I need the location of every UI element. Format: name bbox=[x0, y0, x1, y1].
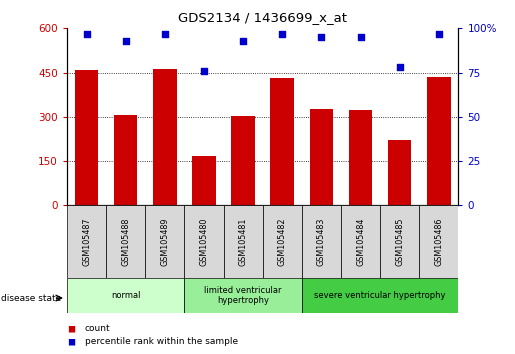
Bar bbox=[75, 70, 98, 205]
Point bbox=[200, 68, 208, 74]
Title: GDS2134 / 1436699_x_at: GDS2134 / 1436699_x_at bbox=[178, 11, 347, 24]
Bar bbox=[263, 205, 302, 278]
Bar bbox=[145, 205, 184, 278]
Bar bbox=[231, 116, 255, 205]
Bar bbox=[302, 278, 458, 313]
Bar bbox=[310, 109, 333, 205]
Point bbox=[122, 38, 130, 44]
Bar bbox=[427, 77, 451, 205]
Text: severe ventricular hypertrophy: severe ventricular hypertrophy bbox=[314, 291, 446, 300]
Point bbox=[317, 34, 325, 40]
Text: GSM105482: GSM105482 bbox=[278, 217, 287, 266]
Bar bbox=[224, 205, 263, 278]
Text: GSM105481: GSM105481 bbox=[238, 217, 248, 266]
Text: disease state: disease state bbox=[1, 293, 61, 303]
Bar bbox=[341, 205, 380, 278]
Text: ◼: ◼ bbox=[67, 324, 75, 333]
Bar bbox=[192, 156, 216, 205]
Bar bbox=[302, 205, 341, 278]
Point bbox=[435, 31, 443, 36]
Text: percentile rank within the sample: percentile rank within the sample bbox=[85, 337, 238, 346]
Text: GSM105487: GSM105487 bbox=[82, 217, 91, 266]
Point bbox=[82, 31, 91, 36]
Text: count: count bbox=[85, 324, 111, 333]
Text: limited ventricular
hypertrophy: limited ventricular hypertrophy bbox=[204, 286, 282, 305]
Bar bbox=[419, 205, 458, 278]
Text: GSM105486: GSM105486 bbox=[434, 217, 443, 266]
Text: GSM105484: GSM105484 bbox=[356, 217, 365, 266]
Bar bbox=[67, 278, 184, 313]
Point bbox=[161, 31, 169, 36]
Bar bbox=[184, 278, 302, 313]
Bar bbox=[114, 115, 138, 205]
Bar bbox=[349, 110, 372, 205]
Bar bbox=[106, 205, 145, 278]
Text: GSM105488: GSM105488 bbox=[121, 217, 130, 266]
Bar bbox=[184, 205, 224, 278]
Point bbox=[396, 64, 404, 70]
Bar bbox=[270, 79, 294, 205]
Text: GSM105483: GSM105483 bbox=[317, 217, 326, 266]
Bar bbox=[153, 69, 177, 205]
Point bbox=[356, 34, 365, 40]
Text: GSM105480: GSM105480 bbox=[199, 217, 209, 266]
Text: ◼: ◼ bbox=[67, 337, 75, 347]
Text: GSM105485: GSM105485 bbox=[395, 217, 404, 266]
Point bbox=[239, 38, 247, 44]
Bar bbox=[380, 205, 419, 278]
Point bbox=[278, 31, 286, 36]
Bar bbox=[67, 205, 106, 278]
Text: normal: normal bbox=[111, 291, 141, 300]
Bar bbox=[388, 141, 411, 205]
Text: GSM105489: GSM105489 bbox=[160, 217, 169, 266]
